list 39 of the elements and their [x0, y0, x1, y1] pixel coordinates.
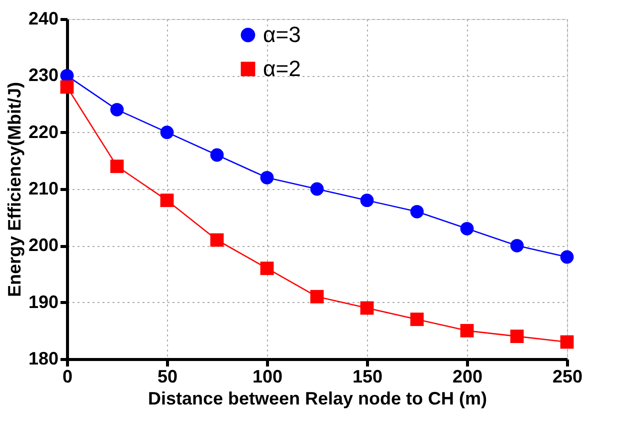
y-tick-label: 180 [28, 348, 58, 368]
point [460, 222, 474, 236]
point [260, 262, 274, 276]
point [410, 312, 424, 326]
point [360, 301, 374, 315]
point [310, 182, 324, 196]
y-tick-label: 190 [28, 292, 58, 312]
point [310, 290, 324, 304]
y-axis-title: Energy Efficiency(Mbit/J) [4, 82, 24, 298]
x-tick-label: 150 [352, 366, 383, 386]
y-tick-label: 210 [28, 178, 58, 198]
point [110, 102, 124, 116]
point [510, 330, 524, 344]
x-tick-label: 50 [157, 366, 178, 386]
y-tick-label: 200 [28, 235, 58, 256]
legend-label: α=3 [263, 22, 301, 47]
x-tick-label: 100 [252, 366, 283, 386]
point [60, 80, 74, 94]
point [560, 335, 574, 349]
point [560, 250, 574, 264]
point [60, 68, 74, 82]
point [110, 160, 124, 174]
point [460, 324, 474, 338]
x-tick-label: 200 [452, 366, 483, 386]
point [510, 238, 524, 252]
x-axis-title: Distance between Relay node to CH (m) [148, 388, 488, 408]
y-tick-label: 220 [28, 122, 58, 142]
point [210, 148, 224, 162]
y-tick-label: 230 [28, 65, 58, 86]
point [410, 204, 424, 218]
x-tick-label: 0 [62, 366, 73, 386]
point [210, 233, 224, 247]
point [160, 194, 174, 208]
point [360, 194, 374, 208]
point [160, 126, 174, 140]
y-tick-label: 240 [28, 8, 58, 28]
x-tick-label: 250 [552, 366, 583, 386]
legend-label: α=2 [263, 56, 301, 81]
point [260, 170, 274, 184]
